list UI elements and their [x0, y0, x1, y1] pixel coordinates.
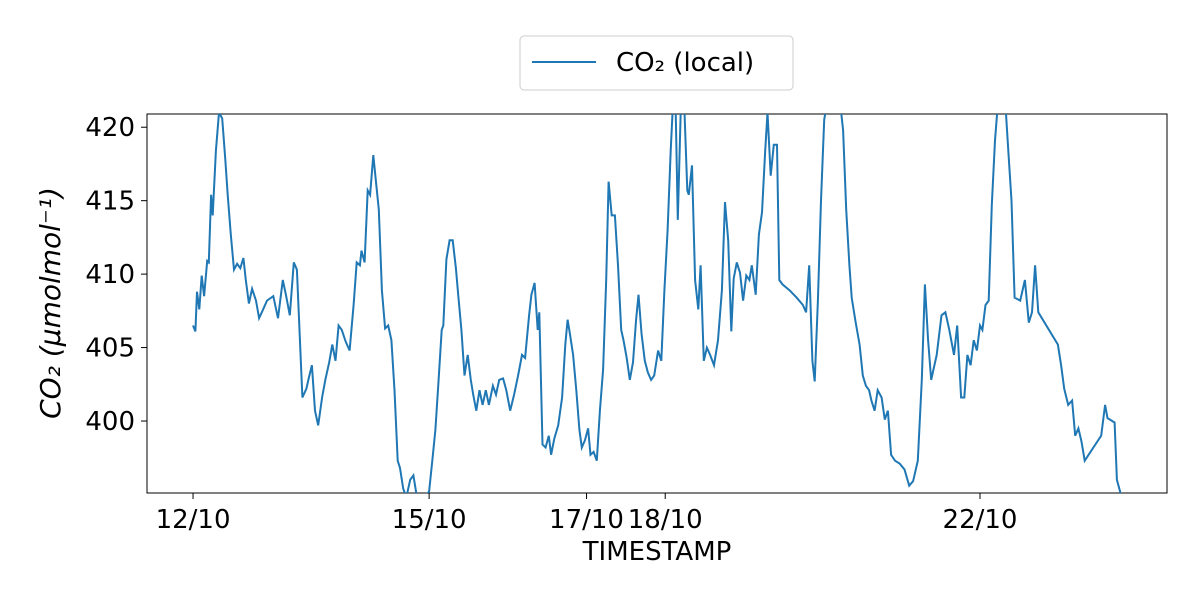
x-tick-label: 22/10	[943, 505, 1018, 535]
data-line	[192, 114, 1122, 493]
y-tick-label: 410	[85, 260, 135, 290]
legend-label: CO₂ (local)	[616, 48, 754, 78]
x-tick-label: 18/10	[628, 505, 703, 535]
y-tick-label: 400	[85, 407, 135, 437]
y-tick-label: 405	[85, 334, 135, 364]
x-tick-label: 15/10	[392, 505, 467, 535]
axes-frame	[146, 113, 1168, 494]
y-tick-label: 415	[85, 187, 135, 217]
y-axis-label: CO₂ (μmolmol⁻¹)	[34, 187, 67, 419]
y-tick-label: 420	[85, 113, 135, 143]
x-axis-label: TIMESTAMP	[582, 537, 732, 567]
legend-box	[519, 35, 794, 91]
x-tick-label: 12/10	[156, 505, 231, 535]
x-tick-label: 17/10	[549, 505, 624, 535]
plot-area	[192, 114, 1122, 493]
